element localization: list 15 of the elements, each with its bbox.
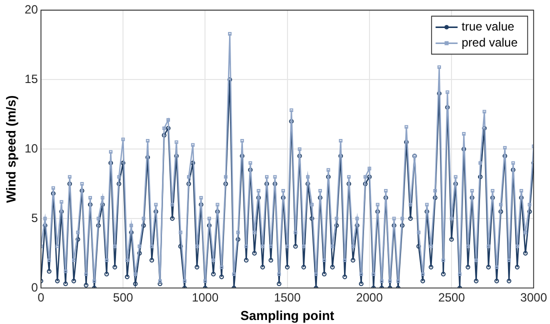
x-tick-label: 500 [113, 290, 134, 305]
y-tick-label: 10 [24, 141, 38, 156]
y-axis-title: Wind speed (m/s) [3, 95, 18, 203]
y-tick-label: 20 [24, 2, 38, 17]
y-tick-label: 15 [24, 72, 38, 86]
y-tick-label: 5 [31, 210, 38, 225]
x-tick-label: 3000 [520, 290, 548, 305]
x-tick-label: 1000 [192, 290, 219, 305]
x-tick-label: 2500 [438, 290, 466, 305]
y-tick-label: 0 [31, 280, 38, 294]
legend-label: pred value [462, 36, 518, 50]
x-tick-label: 2000 [356, 290, 384, 305]
x-axis-title: Sampling point [240, 308, 335, 323]
x-tick-label: 1500 [274, 290, 301, 305]
legend-label: true value [462, 20, 515, 34]
